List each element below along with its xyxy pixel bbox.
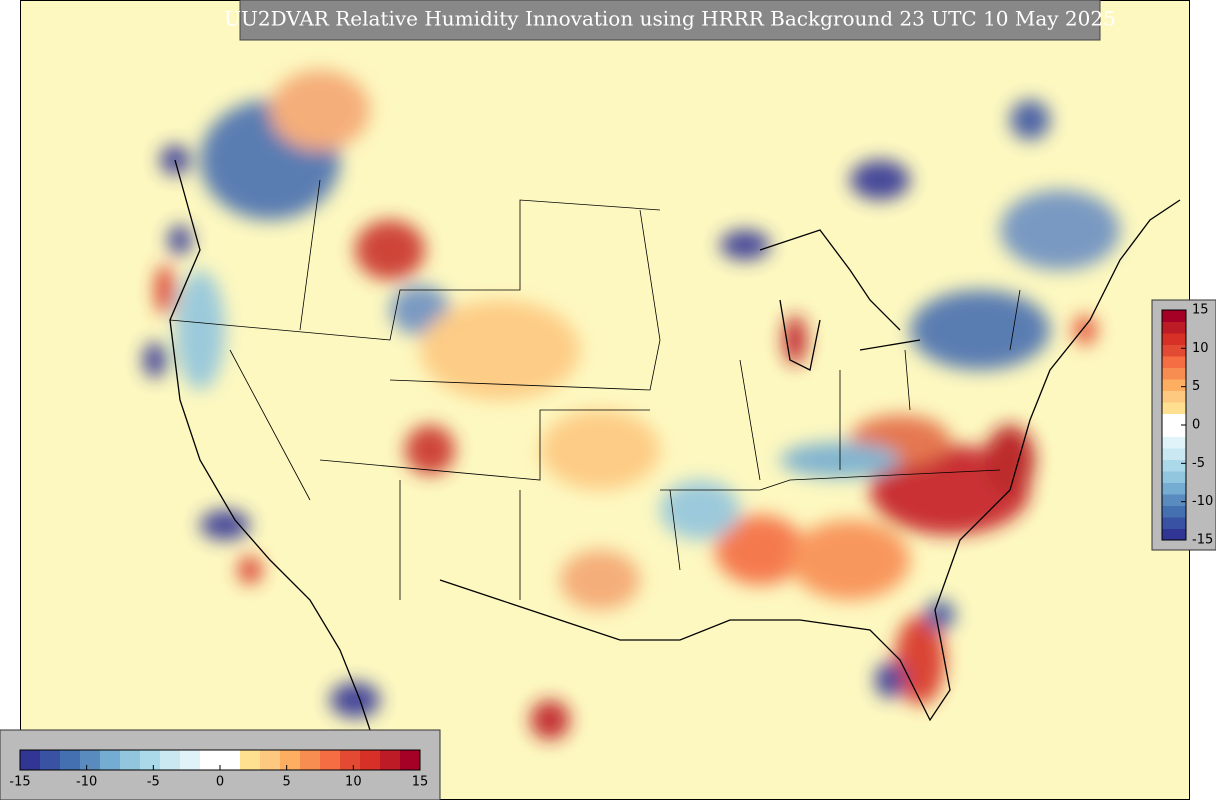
coastline [169, 159, 1181, 761]
colorbar-segment [280, 750, 301, 770]
colorbar-segment [140, 750, 161, 770]
colorbar-tick-label: -15 [9, 775, 30, 790]
colorbar-tick-label: 10 [345, 775, 362, 790]
colorbar-segment [100, 750, 121, 770]
colorbar-segment [80, 750, 101, 770]
colorbar-segment [400, 750, 421, 770]
colorbar-segment [1162, 505, 1186, 518]
colorbar-segment [300, 750, 321, 770]
colorbar-segment [1162, 528, 1186, 541]
colorbar-segment [380, 750, 401, 770]
colorbar-segment [1162, 402, 1186, 414]
colorbar-segment [1162, 390, 1186, 403]
colorbar-segment [1162, 482, 1186, 495]
colorbar-segment [340, 750, 361, 770]
colorbar-tick-label: 10 [1192, 341, 1209, 356]
colorbar-segment [20, 750, 41, 770]
map [20, 0, 1190, 800]
state-borders [169, 179, 1021, 600]
colorbar-segment [1162, 471, 1186, 483]
colorbar-segment [160, 750, 181, 770]
colorbar-segment [1162, 436, 1186, 449]
colorbar-segment [1162, 333, 1186, 345]
colorbar-segment [180, 750, 201, 770]
colorbar-tick-label: 15 [412, 775, 429, 790]
colorbar-segment [1162, 425, 1186, 437]
colorbar-segment [1162, 310, 1186, 322]
colorbar-segment [1162, 413, 1186, 426]
colorbar-segment [1162, 517, 1186, 529]
colorbar-tick-label: 0 [1192, 418, 1200, 433]
colorbar-segment [1162, 448, 1186, 460]
colorbar-tick-label: -5 [1192, 456, 1205, 471]
colorbar-segment [240, 750, 261, 770]
colorbar-segment [200, 750, 221, 770]
colorbar-tick-label: 0 [216, 775, 224, 790]
colorbar-segment [1162, 344, 1186, 357]
colorbar-tick-label: -10 [1192, 494, 1213, 509]
colorbar-tick-label: 5 [1192, 379, 1200, 394]
innovation-field [143, 70, 1120, 740]
colorbar-segment [1162, 321, 1186, 334]
colorbar-tick-label: 15 [1192, 303, 1209, 318]
colorbar-tick-label: -5 [147, 775, 160, 790]
colorbar-segment [120, 750, 141, 770]
colorbar-segment [320, 750, 341, 770]
colorbar-segment [1162, 494, 1186, 506]
colorbar-segment [220, 750, 241, 770]
colorbar-segment [1162, 356, 1186, 368]
colorbar-segment [40, 750, 61, 770]
colorbar-tick-label: -10 [76, 775, 97, 790]
title: UU2DVAR Relative Humidity Innovation usi… [224, 7, 1116, 31]
colorbar-segment [260, 750, 281, 770]
colorbar-tick-label: 5 [283, 775, 291, 790]
colorbar-segment [1162, 459, 1186, 472]
title-box [239, 0, 1101, 41]
colorbar-segment [1162, 367, 1186, 380]
colorbar-segment [60, 750, 81, 770]
colorbar-segment [360, 750, 381, 770]
colorbar-tick-label: -15 [1192, 533, 1213, 548]
colorbar-segment [1162, 379, 1186, 391]
